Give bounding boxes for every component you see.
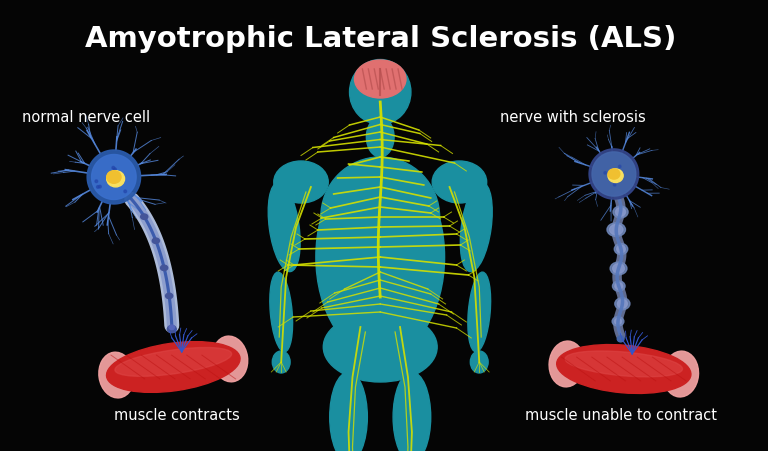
Ellipse shape	[316, 158, 445, 357]
Ellipse shape	[355, 61, 406, 99]
Ellipse shape	[393, 372, 431, 451]
Ellipse shape	[614, 244, 627, 255]
Ellipse shape	[612, 317, 624, 327]
Ellipse shape	[618, 166, 621, 168]
Polygon shape	[589, 150, 639, 200]
Polygon shape	[87, 151, 141, 205]
Ellipse shape	[273, 351, 290, 373]
Ellipse shape	[99, 352, 134, 398]
Ellipse shape	[608, 170, 620, 179]
Ellipse shape	[95, 180, 98, 183]
Ellipse shape	[615, 208, 626, 217]
Ellipse shape	[557, 345, 691, 394]
Ellipse shape	[460, 183, 492, 272]
Ellipse shape	[610, 225, 623, 235]
Ellipse shape	[618, 179, 621, 182]
Ellipse shape	[115, 348, 232, 377]
Ellipse shape	[166, 294, 173, 299]
Text: Amyotrophic Lateral Sclerosis (ALS): Amyotrophic Lateral Sclerosis (ALS)	[84, 25, 676, 53]
Ellipse shape	[468, 272, 491, 352]
Text: muscle unable to contract: muscle unable to contract	[525, 407, 717, 422]
Ellipse shape	[329, 372, 367, 451]
Text: normal nerve cell: normal nerve cell	[22, 110, 150, 125]
Ellipse shape	[617, 174, 619, 176]
Ellipse shape	[613, 207, 628, 218]
Ellipse shape	[98, 186, 101, 189]
Ellipse shape	[161, 266, 167, 271]
Ellipse shape	[273, 161, 328, 203]
Ellipse shape	[617, 246, 625, 253]
Ellipse shape	[152, 239, 160, 244]
Ellipse shape	[167, 326, 176, 333]
Ellipse shape	[97, 186, 99, 189]
Ellipse shape	[617, 336, 624, 342]
Ellipse shape	[107, 342, 240, 392]
Ellipse shape	[617, 300, 627, 308]
Ellipse shape	[470, 351, 488, 373]
Ellipse shape	[615, 283, 623, 290]
Ellipse shape	[270, 272, 293, 352]
Ellipse shape	[549, 341, 584, 387]
Ellipse shape	[614, 184, 616, 187]
Ellipse shape	[114, 169, 116, 171]
Ellipse shape	[612, 281, 625, 291]
Ellipse shape	[614, 319, 621, 325]
Ellipse shape	[212, 336, 248, 382]
Text: muscle contracts: muscle contracts	[114, 407, 240, 422]
Ellipse shape	[610, 262, 627, 275]
Ellipse shape	[107, 171, 121, 184]
Ellipse shape	[613, 264, 624, 273]
Ellipse shape	[604, 172, 607, 175]
Ellipse shape	[112, 167, 114, 170]
Polygon shape	[91, 155, 136, 200]
Ellipse shape	[607, 223, 625, 237]
Ellipse shape	[663, 351, 699, 397]
Ellipse shape	[366, 118, 394, 158]
Ellipse shape	[124, 191, 127, 193]
Ellipse shape	[107, 171, 124, 188]
Ellipse shape	[565, 351, 683, 377]
Ellipse shape	[323, 312, 437, 382]
Ellipse shape	[321, 158, 439, 277]
Ellipse shape	[268, 183, 300, 272]
Ellipse shape	[615, 298, 630, 310]
Ellipse shape	[169, 325, 174, 330]
Ellipse shape	[608, 170, 623, 183]
Ellipse shape	[349, 60, 411, 125]
Text: nerve with sclerosis: nerve with sclerosis	[500, 110, 646, 125]
Ellipse shape	[141, 215, 147, 220]
Ellipse shape	[432, 161, 487, 203]
Polygon shape	[592, 152, 636, 197]
